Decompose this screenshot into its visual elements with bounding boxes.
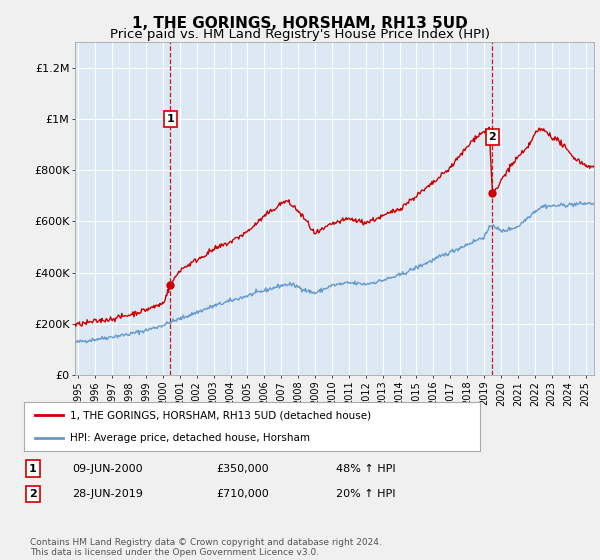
- Text: 28-JUN-2019: 28-JUN-2019: [72, 489, 143, 499]
- Text: 1, THE GORINGS, HORSHAM, RH13 5UD: 1, THE GORINGS, HORSHAM, RH13 5UD: [132, 16, 468, 31]
- Text: 1, THE GORINGS, HORSHAM, RH13 5UD (detached house): 1, THE GORINGS, HORSHAM, RH13 5UD (detac…: [70, 410, 371, 421]
- Text: 48% ↑ HPI: 48% ↑ HPI: [336, 464, 395, 474]
- Text: Contains HM Land Registry data © Crown copyright and database right 2024.
This d: Contains HM Land Registry data © Crown c…: [30, 538, 382, 557]
- Text: £350,000: £350,000: [216, 464, 269, 474]
- Text: 09-JUN-2000: 09-JUN-2000: [72, 464, 143, 474]
- Text: HPI: Average price, detached house, Horsham: HPI: Average price, detached house, Hors…: [70, 433, 310, 444]
- Text: 2: 2: [488, 132, 496, 142]
- Text: Price paid vs. HM Land Registry's House Price Index (HPI): Price paid vs. HM Land Registry's House …: [110, 28, 490, 41]
- Text: 20% ↑ HPI: 20% ↑ HPI: [336, 489, 395, 499]
- Text: 2: 2: [29, 489, 37, 499]
- Text: 1: 1: [29, 464, 37, 474]
- Text: £710,000: £710,000: [216, 489, 269, 499]
- Text: 1: 1: [166, 114, 174, 124]
